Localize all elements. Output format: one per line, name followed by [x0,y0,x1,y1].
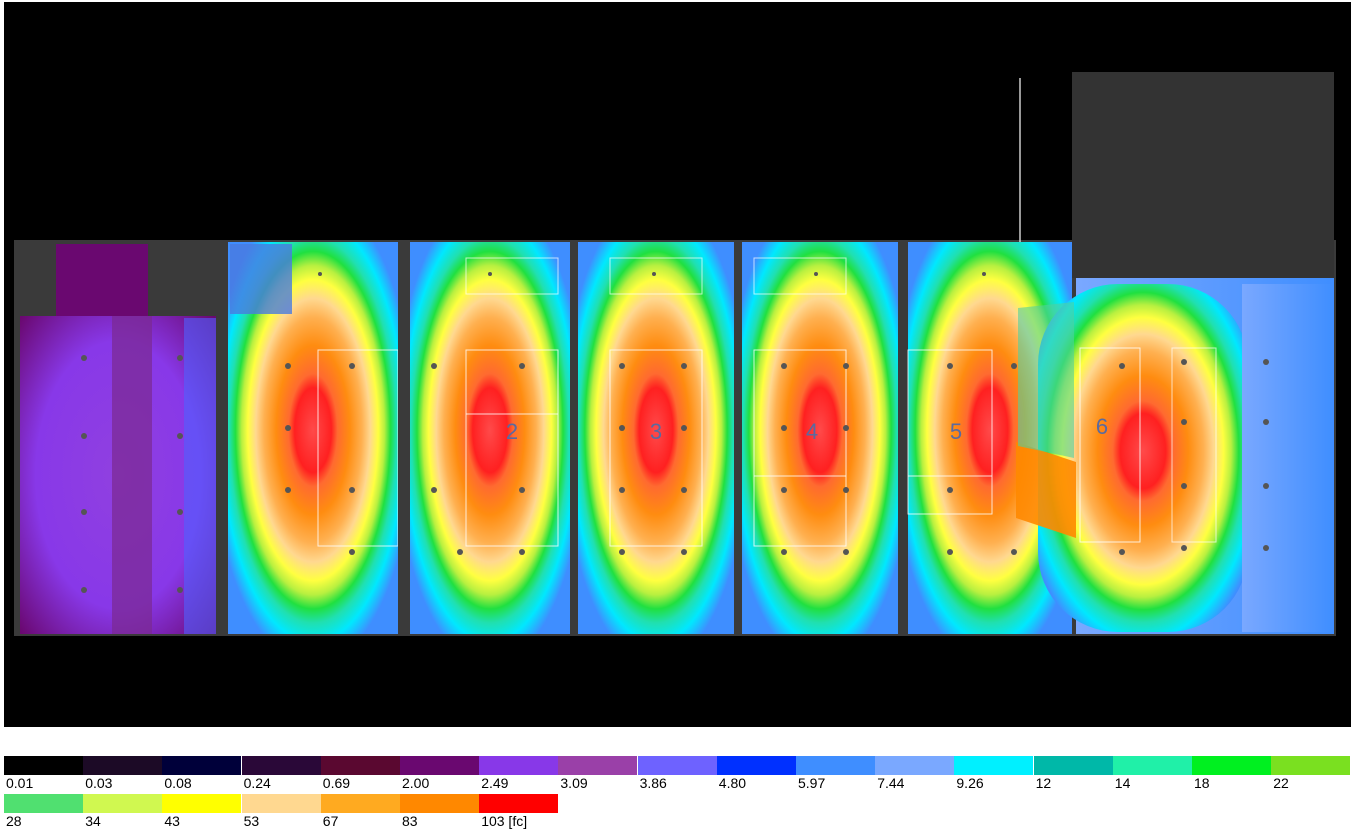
legend-entry: 2.49 [479,756,559,791]
court-divider [734,242,742,636]
legend-swatch [241,756,321,775]
court-divider [398,242,410,636]
legend-entry: 0.01 [4,756,83,791]
legend-label: 9.26 [956,775,984,791]
legend-label: 2.49 [481,775,509,791]
legend-label: 3.09 [560,775,588,791]
annex-block [1072,72,1334,278]
legend-label: 83 [402,813,418,829]
legend-label: 0.01 [6,775,34,791]
court-divider [898,242,908,636]
legend-entry: 5.97 [796,756,875,791]
legend-swatch [875,756,955,775]
legend-entry: 43 [162,794,242,829]
court-2: 2 [410,242,570,634]
legend-swatch [1192,756,1271,775]
legend-entry: 9.26 [954,756,1034,791]
connector-passage [1016,442,1076,538]
legend-label: 18 [1194,775,1210,791]
legend-entry: 4.80 [716,756,796,791]
legend-swatch [320,794,400,813]
legend-entry: 34 [83,794,163,829]
court-number-5: 5 [950,419,962,444]
legend-swatch [1112,756,1192,775]
legend-swatch [320,756,400,775]
court-number-3: 3 [650,419,662,444]
legend-swatch [1271,756,1351,775]
legend-swatch [162,756,242,775]
legend-entry: 83 [400,794,479,829]
legend-entry: 22 [1271,756,1351,791]
legend-entry: 7.44 [875,756,955,791]
lobby-strip [112,316,152,634]
legend-swatch [954,756,1034,775]
legend-row-1: 0.01 0.03 0.08 0.24 0.69 2.00 2.49 3.09 3.86 4.80… [4,756,1351,794]
court-number-4: 4 [806,419,818,444]
lobby-wall-blue [184,318,216,634]
legend-label: 7.44 [877,775,905,791]
legend-swatch [400,794,479,813]
legend-swatch [637,756,717,775]
legend-label: 34 [85,813,101,829]
legend-entry: 0.69 [320,756,400,791]
legend-label: 12 [1035,775,1052,791]
legend-swatch [479,756,559,775]
legend-swatch [716,756,796,775]
legend-label: 0.69 [322,775,351,791]
connector-wall [1018,302,1074,458]
court-6: 6 [1038,278,1334,634]
legend-entry: 2.00 [400,756,479,791]
legend-entry: 28 [4,794,83,829]
legend-entry: 3.09 [558,756,638,791]
illuminance-legend: 0.01 0.03 0.08 0.24 0.69 2.00 2.49 3.09 3.86 4.80… [4,756,1351,832]
legend-entry: 0.24 [241,756,321,791]
legend-label: 14 [1114,775,1131,791]
legend-label: 22 [1273,775,1289,791]
legend-entry: 18 [1192,756,1271,791]
legend-entry: 53 [241,794,321,829]
legend-swatch [83,794,163,813]
legend-swatch [1033,756,1113,775]
court-1 [228,242,399,634]
legend-swatch [162,794,242,813]
legend-swatch [4,794,83,813]
court-3: 3 [578,242,734,634]
legend-label: 3.86 [639,775,667,791]
legend-entry: 103 [fc] [479,794,559,829]
court-number-2: 2 [506,419,518,444]
legend-label: 0.08 [164,775,192,791]
lobby-column [56,244,148,324]
legend-label: 67 [322,813,339,829]
legend-entry: 14 [1112,756,1192,791]
legend-swatch [479,794,559,813]
legend-swatch [83,756,163,775]
legend-label: 2.00 [402,775,430,791]
legend-label: 28 [6,813,22,829]
legend-entry: 0.08 [162,756,242,791]
legend-swatch [558,756,638,775]
legend-entry: 3.86 [637,756,717,791]
legend-swatch [241,794,321,813]
legend-label: 0.24 [243,775,271,791]
legend-swatch [400,756,479,775]
legend-entry: 12 [1033,756,1113,791]
floor-plan-render: 2 3 4 5 6 [14,72,1336,636]
illuminance-render-view: 2 3 4 5 6 [4,2,1351,727]
legend-entry: 67 [320,794,400,829]
court-number-6: 6 [1096,414,1108,439]
legend-entry: 0.03 [83,756,163,791]
legend-swatch [796,756,875,775]
legend-row-2: 28 34 43 53 67 83 103 [fc] [4,794,1351,832]
legend-label: 0.03 [85,775,113,791]
legend-label: 103 [fc] [481,813,528,829]
court-divider [570,242,578,636]
legend-swatch [4,756,83,775]
legend-label: 4.80 [718,775,747,791]
legend-label: 5.97 [798,775,826,791]
legend-label: 43 [164,813,180,829]
legend-label: 53 [243,813,260,829]
fixture-dots [81,272,1269,593]
court-4: 4 [742,242,898,634]
